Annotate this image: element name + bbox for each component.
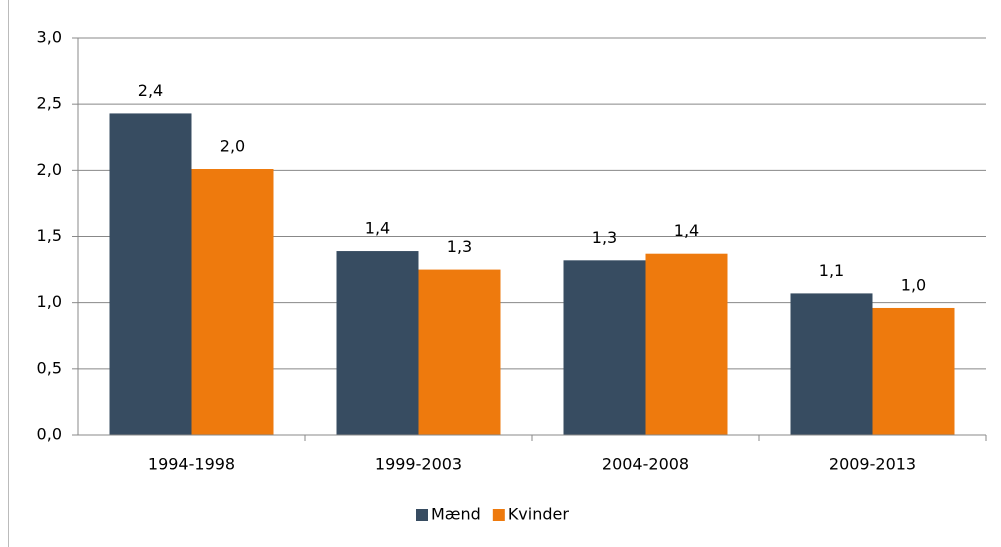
y-tick-label: 0,5 — [37, 358, 62, 377]
bar — [790, 293, 873, 435]
chart-border — [8, 0, 9, 547]
value-label: 1,1 — [819, 261, 844, 280]
y-tick-label: 2,0 — [37, 160, 62, 179]
x-tick-label: 1994-1998 — [148, 455, 235, 474]
bar — [336, 251, 419, 435]
value-label: 1,3 — [447, 237, 472, 256]
y-tick-label: 1,5 — [37, 226, 62, 245]
bar — [191, 169, 274, 435]
x-tick-label: 1999-2003 — [375, 455, 462, 474]
value-label: 1,4 — [674, 221, 699, 240]
bar — [418, 269, 501, 435]
x-tick-label: 2004-2008 — [602, 455, 689, 474]
bar — [645, 253, 728, 435]
legend-label: Kvinder — [508, 505, 570, 524]
value-label: 2,0 — [220, 137, 245, 156]
legend-swatch — [416, 509, 428, 521]
bar — [872, 307, 955, 435]
value-label: 1,4 — [365, 219, 390, 238]
value-label: 1,3 — [592, 228, 617, 247]
bar — [109, 113, 192, 436]
value-label: 2,4 — [138, 81, 163, 100]
y-tick-label: 3,0 — [37, 28, 62, 47]
legend-label: Mænd — [431, 505, 481, 524]
legend-swatch — [492, 509, 505, 521]
y-tick-label: 1,0 — [37, 292, 62, 311]
value-label: 1,0 — [901, 275, 926, 294]
x-tick-label: 2009-2013 — [829, 455, 916, 474]
y-tick-label: 0,0 — [37, 425, 62, 444]
bar — [563, 260, 646, 435]
y-tick-label: 2,5 — [37, 94, 62, 113]
